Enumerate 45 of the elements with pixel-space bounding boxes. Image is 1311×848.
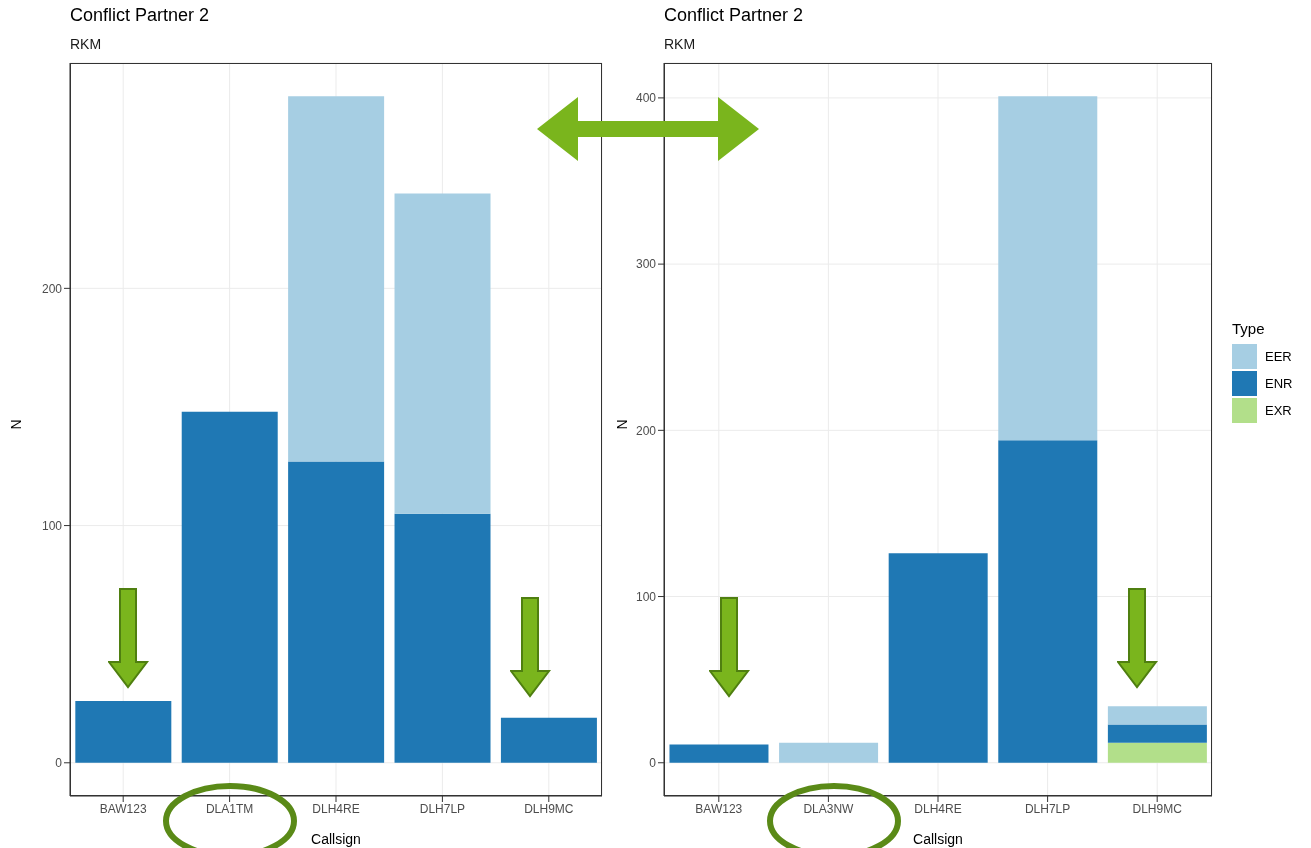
bar [1107, 706, 1207, 725]
bar [998, 96, 1098, 441]
x-tick-label: DLA3NW [803, 801, 855, 816]
y-tick-label: 0 [55, 756, 63, 771]
bar [500, 717, 597, 763]
x-tick-label: BAW123 [99, 801, 147, 816]
x-tick-label: DLH9MC [1132, 801, 1183, 816]
x-tick-label: DLA1TM [205, 801, 254, 816]
x-tick-label: DLH7LP [419, 801, 466, 816]
y-axis-title: N [613, 419, 630, 430]
y-tick-label: 100 [635, 589, 657, 604]
y-tick-label: 200 [41, 281, 63, 296]
bar [394, 513, 491, 763]
bar [1107, 724, 1207, 743]
chart-subtitle: RKM [70, 36, 102, 52]
y-tick-label: 100 [41, 518, 63, 533]
y-tick-label: 400 [635, 91, 657, 106]
bar [288, 461, 385, 763]
bar [998, 440, 1098, 763]
legend-label: EER [1265, 349, 1292, 364]
bar [75, 701, 172, 763]
bar [288, 96, 385, 462]
chart-subtitle: RKM [664, 36, 696, 52]
bar [779, 742, 879, 763]
y-tick-label: 0 [649, 756, 657, 771]
x-tick-label: DLH7LP [1024, 801, 1071, 816]
x-tick-label: DLH4RE [914, 801, 962, 816]
x-tick-label: DLH9MC [524, 801, 574, 816]
bar [394, 193, 491, 514]
y-tick-label: 300 [635, 257, 657, 272]
bar [1107, 742, 1207, 763]
x-axis-title: Callsign [311, 831, 361, 847]
bar [669, 744, 769, 763]
legend-label: ENR [1265, 376, 1293, 391]
chart-title: Conflict Partner 2 [70, 5, 210, 26]
chart-title: Conflict Partner 2 [664, 5, 804, 26]
x-axis-title: Callsign [913, 831, 963, 847]
y-axis-title: N [7, 419, 24, 430]
legend-label: EXR [1265, 403, 1292, 418]
bar [888, 553, 988, 763]
x-tick-label: BAW123 [695, 801, 743, 816]
bar [181, 411, 278, 763]
y-tick-label: 200 [635, 423, 657, 438]
x-tick-label: DLH4RE [312, 801, 360, 816]
legend-title: Type [1232, 320, 1266, 337]
